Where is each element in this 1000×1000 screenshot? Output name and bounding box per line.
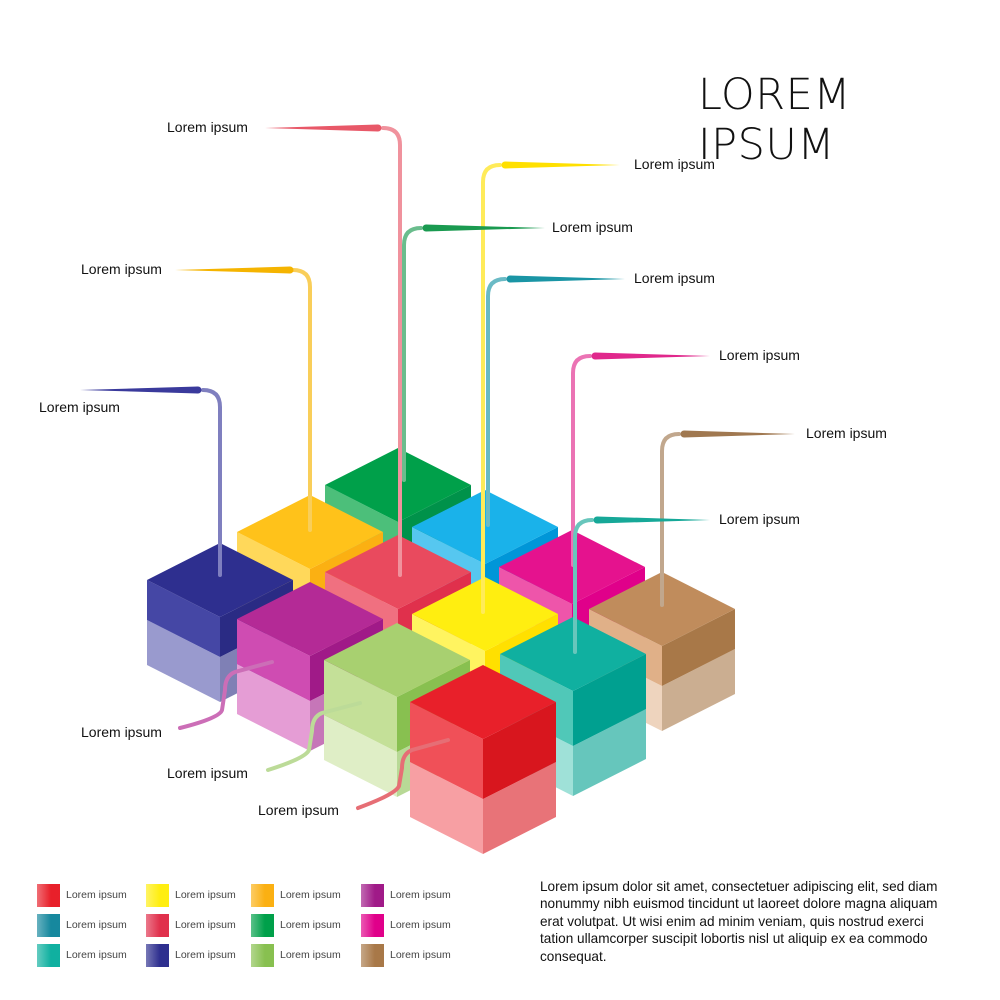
callout-pointer bbox=[595, 352, 710, 360]
legend-item: Lorem ipsum bbox=[361, 943, 471, 967]
callout-pointer bbox=[80, 386, 198, 394]
callout-line bbox=[481, 161, 620, 614]
legend-swatch bbox=[251, 883, 274, 907]
legend-label: Lorem ipsum bbox=[66, 949, 127, 961]
legend-item: Lorem ipsum bbox=[146, 883, 251, 907]
legend-label: Lorem ipsum bbox=[390, 919, 451, 931]
legend-item: Lorem ipsum bbox=[146, 943, 251, 967]
legend-swatch bbox=[361, 943, 384, 967]
legend-swatch bbox=[146, 943, 169, 967]
legend-item: Lorem ipsum bbox=[37, 943, 146, 967]
legend-item: Lorem ipsum bbox=[146, 913, 251, 937]
page-title: LOREM IPSUM bbox=[698, 70, 851, 170]
callout-label: Lorem ipsum bbox=[81, 724, 162, 740]
legend-swatch bbox=[37, 943, 60, 967]
callout-line bbox=[178, 660, 274, 730]
legend-item: Lorem ipsum bbox=[37, 883, 146, 907]
legend-item: Lorem ipsum bbox=[251, 883, 361, 907]
legend-label: Lorem ipsum bbox=[280, 949, 341, 961]
callout-label: Lorem ipsum bbox=[552, 219, 633, 235]
callout-pointer bbox=[175, 266, 290, 274]
callout-line bbox=[402, 224, 545, 482]
callout-line bbox=[486, 275, 625, 527]
callout-pointer bbox=[505, 161, 620, 169]
legend-label: Lorem ipsum bbox=[175, 949, 236, 961]
callout-label: Lorem ipsum bbox=[167, 119, 248, 135]
callout-label: Lorem ipsum bbox=[258, 802, 339, 818]
legend-swatch bbox=[37, 883, 60, 907]
legend-item: Lorem ipsum bbox=[37, 913, 146, 937]
legend-item: Lorem ipsum bbox=[361, 913, 471, 937]
legend-label: Lorem ipsum bbox=[66, 889, 127, 901]
legend-swatch bbox=[37, 913, 60, 937]
callout-label: Lorem ipsum bbox=[634, 156, 715, 172]
legend-label: Lorem ipsum bbox=[175, 889, 236, 901]
callout-pointer bbox=[426, 224, 545, 232]
legend-label: Lorem ipsum bbox=[280, 919, 341, 931]
legend-label: Lorem ipsum bbox=[390, 949, 451, 961]
callout-pointer bbox=[510, 275, 625, 283]
legend-swatch bbox=[361, 913, 384, 937]
callout-label: Lorem ipsum bbox=[719, 511, 800, 527]
legend-label: Lorem ipsum bbox=[390, 889, 451, 901]
legend-item: Lorem ipsum bbox=[361, 883, 471, 907]
legend-swatch bbox=[361, 883, 384, 907]
callout-line bbox=[266, 701, 362, 772]
legend-item: Lorem ipsum bbox=[251, 943, 361, 967]
callout-label: Lorem ipsum bbox=[634, 270, 715, 286]
description-paragraph: Lorem ipsum dolor sit amet, consectetuer… bbox=[540, 879, 938, 964]
callout-pointer bbox=[265, 124, 378, 132]
callout-pointer bbox=[684, 430, 795, 438]
callout-pointer bbox=[597, 516, 710, 524]
legend-label: Lorem ipsum bbox=[175, 919, 236, 931]
legend-swatch bbox=[146, 883, 169, 907]
legend-item: Lorem ipsum bbox=[251, 913, 361, 937]
legend-swatch bbox=[251, 913, 274, 937]
callout-line bbox=[660, 430, 795, 607]
callout-line bbox=[573, 516, 710, 654]
callout-line bbox=[356, 738, 450, 810]
callout-label: Lorem ipsum bbox=[167, 765, 248, 781]
callout-line bbox=[175, 266, 312, 532]
callout-label: Lorem ipsum bbox=[39, 399, 120, 415]
legend-swatch bbox=[251, 943, 274, 967]
callout-line bbox=[80, 386, 222, 577]
legend-label: Lorem ipsum bbox=[66, 919, 127, 931]
callout-label: Lorem ipsum bbox=[719, 347, 800, 363]
callout-line bbox=[265, 124, 402, 577]
cube-red bbox=[410, 665, 556, 854]
callout-label: Lorem ipsum bbox=[806, 425, 887, 441]
callout-line bbox=[571, 352, 710, 567]
legend-label: Lorem ipsum bbox=[280, 889, 341, 901]
legend: Lorem ipsum Lorem ipsum Lorem ipsum Lorem i… bbox=[37, 883, 471, 967]
callout-label: Lorem ipsum bbox=[81, 261, 162, 277]
legend-swatch bbox=[146, 913, 169, 937]
